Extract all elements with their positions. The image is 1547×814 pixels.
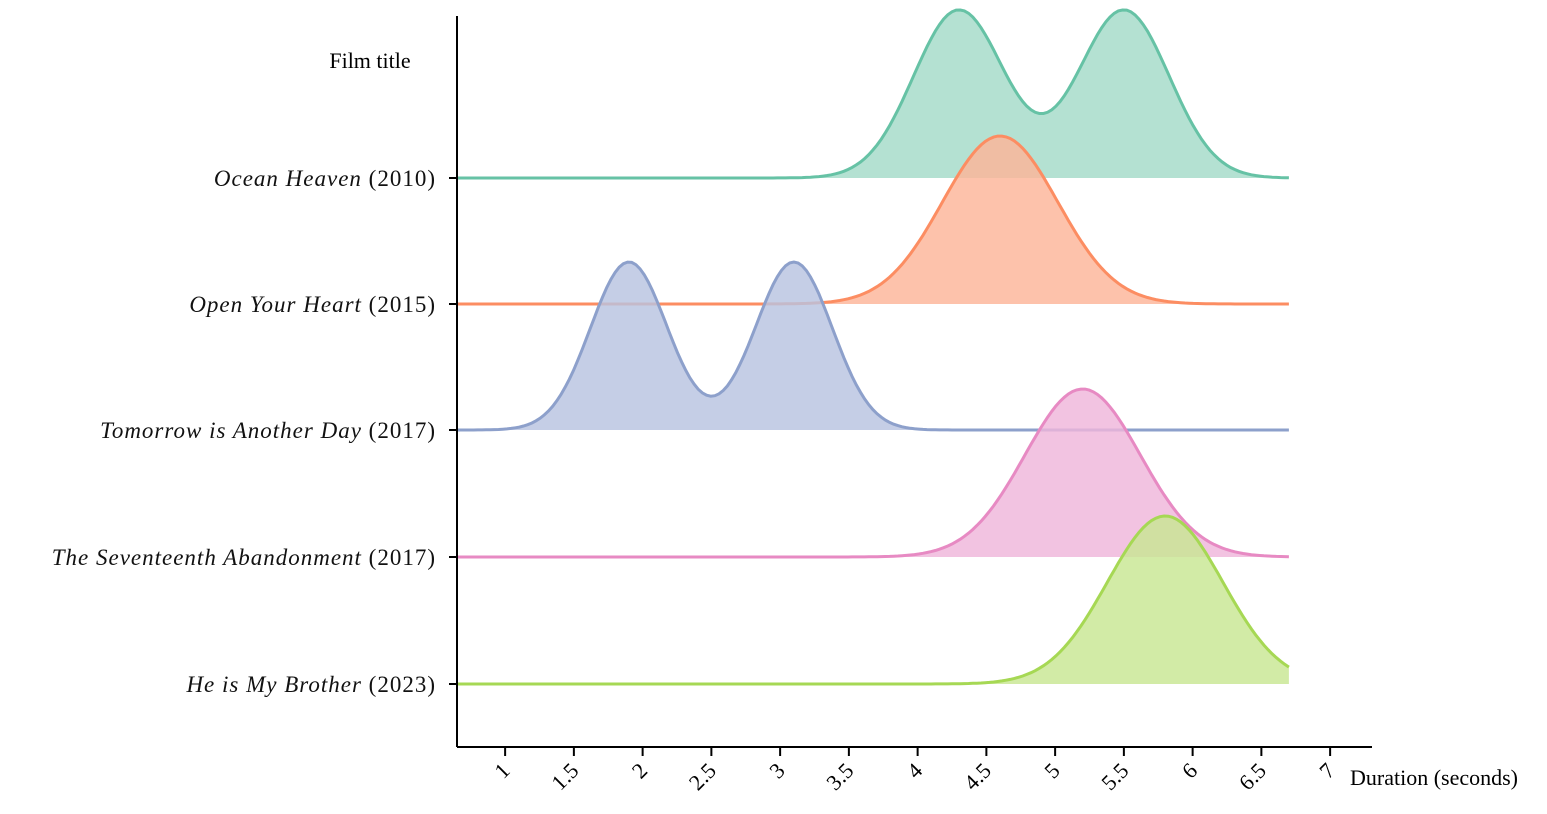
x-tick-label-1: 1.5 [546, 758, 583, 795]
ridge-area-2 [457, 262, 1289, 430]
x-ticks: 1 1.5 2 2.5 3 3.5 4 4.5 5 5.5 6 6.5 7 [489, 747, 1340, 795]
series-year-1: (2015) [369, 292, 436, 317]
x-tick-label-4: 3 [764, 758, 789, 783]
series-label-4: He is My Brother (2023) [185, 672, 436, 697]
x-tick-label-7: 4.5 [959, 758, 996, 795]
series-name-1: Open Your Heart [189, 292, 368, 317]
y-labels: Ocean Heaven (2010) Open Your Heart (2015… [52, 166, 457, 697]
x-tick-label-8: 5 [1039, 758, 1064, 783]
series-year-3: (2017) [369, 545, 436, 570]
x-tick-label-2: 2 [627, 758, 652, 783]
series-label-3: The Seventeenth Abandonment (2017) [52, 545, 436, 570]
x-tick-label-11: 6.5 [1234, 758, 1271, 795]
series-name-4: He is My Brother [185, 672, 368, 697]
series-label-1: Open Your Heart (2015) [189, 292, 436, 317]
ridge-line-4 [457, 514, 1290, 686]
ridge-area-1 [457, 136, 1289, 304]
x-tick-label-3: 2.5 [684, 758, 721, 795]
x-axis-title: Duration (seconds) [1350, 765, 1518, 790]
ridges-layer [457, 8, 1290, 686]
ridge-line-2 [457, 260, 1289, 432]
series-label-2: Tomorrow is Another Day (2017) [100, 418, 436, 443]
x-tick-label-0: 1 [489, 758, 514, 783]
ridge-area-0 [457, 10, 1289, 178]
ridge-area-3 [457, 389, 1289, 557]
x-tick-label-5: 3.5 [821, 758, 858, 795]
ridge-line-0 [457, 8, 1289, 180]
series-name-3: The Seventeenth Abandonment [52, 545, 369, 570]
x-tick-label-12: 7 [1314, 758, 1339, 783]
ridge-line-1 [457, 134, 1289, 306]
series-name-0: Ocean Heaven [214, 166, 369, 191]
series-year-0: (2010) [369, 166, 436, 191]
x-tick-label-6: 4 [902, 758, 927, 783]
series-name-2: Tomorrow is Another Day [100, 418, 369, 443]
ridge-area-4 [457, 516, 1289, 684]
series-year-2: (2017) [369, 418, 436, 443]
ridge-line-3 [457, 387, 1289, 559]
x-tick-label-10: 6 [1177, 758, 1202, 783]
x-tick-label-9: 5.5 [1096, 758, 1133, 795]
series-year-4: (2023) [369, 672, 436, 697]
series-label-0: Ocean Heaven (2010) [214, 166, 436, 191]
y-axis-title: Film title [329, 48, 410, 73]
